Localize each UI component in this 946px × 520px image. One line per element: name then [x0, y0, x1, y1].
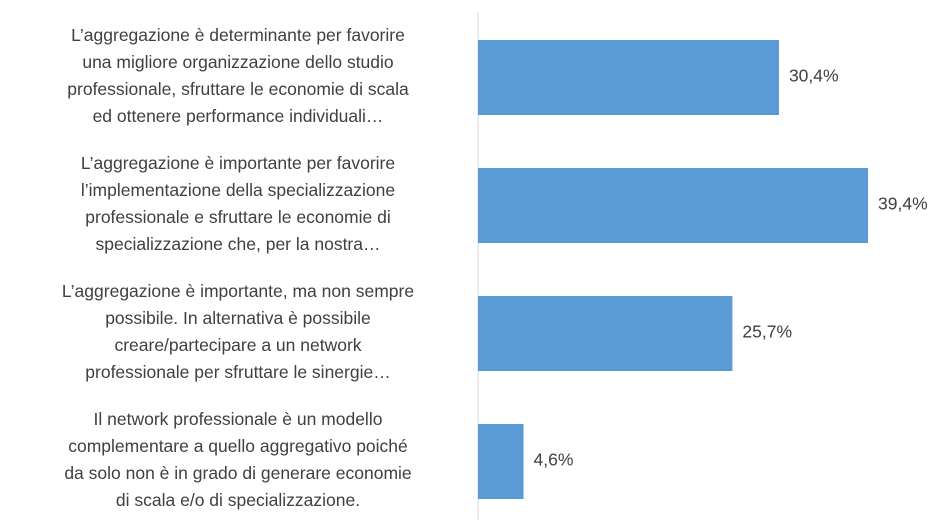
category-label: ed ottenere performance individuali… — [93, 106, 384, 126]
data-label: 4,6% — [534, 450, 574, 470]
category-label: Il network professionale è un modello — [94, 409, 383, 429]
category-label: professionale, sfruttare le economie di … — [67, 79, 409, 99]
category-label: una migliore organizzazione dello studio — [82, 52, 393, 72]
category-label: L’aggregazione è determinante per favori… — [71, 25, 405, 45]
data-label: 25,7% — [742, 322, 792, 342]
category-label: professionale per sfruttare le sinergie… — [85, 362, 390, 382]
category-label: possibile. In alternativa è possibile — [105, 308, 371, 328]
category-label: da solo non è in grado di generare econo… — [64, 463, 411, 483]
bar — [478, 296, 733, 371]
category-label: complementare a quello aggregativo poich… — [68, 436, 408, 456]
data-label: 30,4% — [789, 66, 839, 86]
bar — [478, 168, 869, 243]
category-label: creare/partecipare a un network — [114, 335, 361, 355]
bar — [478, 424, 524, 499]
category-label: L’aggregazione è importante per favorire — [81, 153, 395, 173]
category-label: l’implementazione della specializzazione — [81, 180, 395, 200]
category-label: di scala e/o di specializzazione. — [116, 490, 360, 510]
category-label: specializzazione che, per la nostra… — [95, 234, 380, 254]
category-label: L’aggregazione è importante, ma non semp… — [62, 281, 414, 301]
category-label: professionale e sfruttare le economie di — [85, 207, 390, 227]
bar — [478, 40, 779, 115]
data-label: 39,4% — [878, 194, 928, 214]
